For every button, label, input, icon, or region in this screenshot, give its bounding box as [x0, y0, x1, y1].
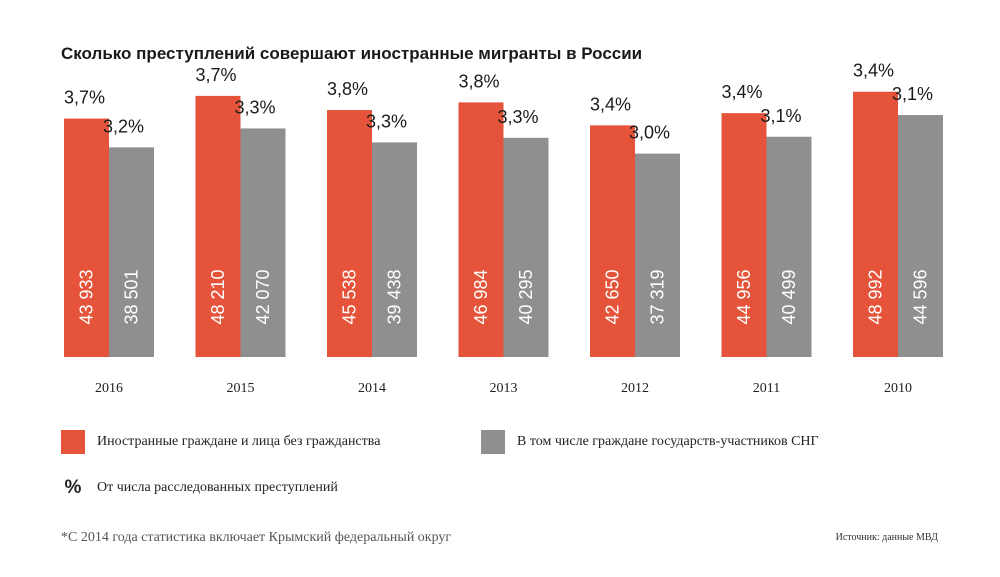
- bar-cis: [109, 147, 154, 357]
- percent-symbol: %: [64, 477, 82, 498]
- bar-cis: [372, 142, 417, 357]
- bar-value-label: 46 984: [471, 269, 491, 324]
- bar-cis: [503, 137, 549, 357]
- x-tick-label: 2016: [95, 381, 123, 396]
- percent-label: 3,8%: [458, 71, 499, 91]
- bar-value-label: 43 933: [77, 269, 97, 324]
- percent-label: 3,3%: [497, 107, 538, 127]
- x-tick-label: 2010: [884, 381, 912, 396]
- x-tick-label: 2011: [753, 381, 780, 396]
- bar-foreign: [327, 110, 372, 357]
- percent-label: 3,2%: [103, 116, 144, 136]
- percent-label: 3,7%: [195, 65, 236, 85]
- percent-label: 3,3%: [234, 97, 275, 117]
- legend-label-percent: От числа расследованных преступлений: [97, 480, 338, 495]
- percent-label: 3,4%: [590, 94, 631, 114]
- bar-foreign: [458, 102, 504, 357]
- legend-item-foreign: Иностранные граждане и лица без гражданс…: [61, 430, 380, 454]
- bar-value-label: 45 538: [340, 269, 360, 324]
- bar-foreign: [64, 118, 109, 357]
- bar-foreign: [590, 125, 635, 357]
- bar-value-label: 48 210: [208, 269, 228, 324]
- x-tick-label: 2013: [490, 381, 518, 396]
- bar-cis: [635, 153, 680, 357]
- legend-label-cis: В том числе граждане государств-участник…: [517, 434, 819, 449]
- chart-title: Сколько преступлений совершают иностранн…: [61, 44, 643, 63]
- legend-item-percent: % От числа расследованных преступлений: [61, 477, 338, 499]
- percent-label: 3,4%: [853, 61, 894, 81]
- legend-swatch-foreign: [61, 430, 85, 454]
- x-tick-label: 2014: [358, 381, 386, 396]
- percent-label: 3,0%: [629, 123, 670, 143]
- bar-value-label: 42 070: [253, 269, 273, 324]
- legend-item-cis: В том числе граждане государств-участник…: [481, 430, 819, 454]
- legend-label-foreign: Иностранные граждане и лица без гражданс…: [97, 434, 381, 449]
- bar-value-label: 44 596: [911, 269, 931, 324]
- percent-label: 3,1%: [760, 106, 801, 126]
- bar-value-label: 39 438: [385, 269, 405, 324]
- bar-cis: [240, 128, 286, 357]
- percent-label: 3,1%: [892, 84, 933, 104]
- bar-chart: 43 933 3,7% 38 501 3,2% 2016 48 210 3,7% 42 070…: [64, 61, 943, 396]
- bar-foreign: [721, 113, 767, 357]
- bar-foreign: [853, 91, 898, 357]
- bar-foreign: [195, 95, 241, 358]
- bar-value-label: 40 295: [516, 269, 536, 324]
- percent-label: 3,7%: [64, 88, 105, 108]
- bar-cis: [898, 115, 943, 357]
- percent-label: 3,4%: [721, 82, 762, 102]
- percent-label: 3,8%: [327, 79, 368, 99]
- source-note: Источник: данные МВД: [835, 532, 938, 543]
- bar-cis: [766, 136, 812, 357]
- legend-swatch-cis: [481, 430, 505, 454]
- bar-value-label: 44 956: [734, 269, 754, 324]
- percent-label: 3,3%: [366, 111, 407, 131]
- x-tick-label: 2012: [621, 381, 649, 396]
- bar-value-label: 48 992: [866, 269, 886, 324]
- x-tick-label: 2015: [227, 381, 255, 396]
- footnote: *С 2014 года статистика включает Крымски…: [61, 530, 452, 545]
- bar-value-label: 38 501: [122, 269, 142, 324]
- bar-value-label: 40 499: [779, 269, 799, 324]
- bar-value-label: 37 319: [648, 269, 668, 324]
- bar-value-label: 42 650: [603, 269, 623, 324]
